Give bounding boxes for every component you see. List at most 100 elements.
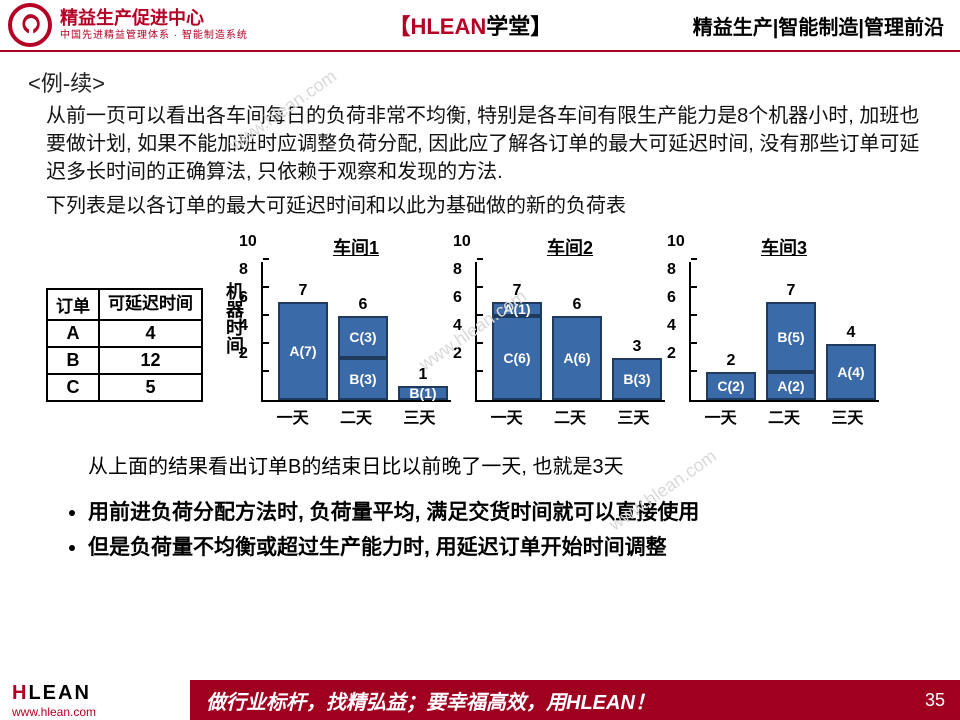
logo-block: 精益生产促进中心 中国先进精益管理体系 · 智能制造系统 — [8, 3, 248, 47]
logo-ring-icon — [8, 3, 52, 47]
header-center: 【HLEAN学堂】 — [248, 9, 693, 41]
bar-top-label: 7 — [492, 282, 542, 300]
logo-subtitle: 中国先进精益管理体系 · 智能制造系统 — [60, 30, 248, 42]
x-labels: 一天 二天 三天 — [475, 404, 665, 428]
bar-segment: A(6) — [552, 316, 602, 400]
y-tick-label: 10 — [239, 233, 257, 251]
y-tick-label: 4 — [667, 317, 676, 335]
footer-brand-h: H — [12, 682, 28, 704]
chart-plot: 2468107A(1)C(6)6A(6)3B(3) — [475, 262, 665, 402]
chart-title: 车间3 — [689, 234, 879, 260]
header-right: 精益生产|智能制造|管理前沿 — [693, 11, 952, 40]
bar-top-label: 4 — [826, 324, 876, 342]
bracket-left: 【 — [388, 14, 410, 39]
y-tick-label: 2 — [667, 345, 676, 363]
th-order: 订单 — [47, 289, 99, 320]
header: 精益生产促进中心 中国先进精益管理体系 · 智能制造系统 【HLEAN学堂】 精… — [0, 0, 960, 52]
bullet-2: 但是负荷量不均衡或超过生产能力时, 用延迟订单开始时间调整 — [88, 532, 932, 565]
x-label: 一天 — [277, 404, 309, 428]
bar-top-label: 7 — [278, 282, 328, 300]
y-tick-label: 2 — [239, 345, 248, 363]
bar-segment: A(1) — [492, 302, 542, 316]
y-tick — [263, 258, 269, 260]
footer-url: www.hlean.com — [12, 705, 190, 719]
y-tick-label: 8 — [239, 261, 248, 279]
bullet-1: 用前进负荷分配方法时, 负荷量平均, 满足交货时间就可以直接使用 — [88, 497, 932, 530]
chart-plot: 2468107A(7)6C(3)B(3)1B(1) — [261, 262, 451, 402]
logo-titles: 精益生产促进中心 中国先进精益管理体系 · 智能制造系统 — [60, 8, 248, 42]
y-tick — [691, 258, 697, 260]
chart: 车间32468102C(2)7B(5)A(2)4A(4)一天二天三天 — [689, 234, 879, 428]
y-tick-label: 6 — [453, 289, 462, 307]
y-tick-label: 8 — [667, 261, 676, 279]
y-tick-label: 8 — [453, 261, 462, 279]
result-line: 从上面的结果看出订单B的结束日比以前晚了一天, 也就是3天 — [88, 450, 932, 479]
bar-segment: A(2) — [766, 372, 816, 400]
footer: HLEAN www.hlean.com 做行业标杆，找精弘益；要幸福高效，用HL… — [0, 680, 960, 720]
x-labels: 一天 二天 三天 — [689, 404, 879, 428]
table-row: A4 — [47, 320, 202, 347]
y-tick-label: 6 — [239, 289, 248, 307]
bar-group: 1B(1) — [398, 386, 448, 400]
y-tick — [263, 286, 269, 288]
bar-segment: C(3) — [338, 316, 388, 358]
bar-top-label: 7 — [766, 282, 816, 300]
x-labels: 一天二天三天 — [261, 404, 451, 428]
bar-group: 7A(7) — [278, 302, 328, 400]
chart: 车间22468107A(1)C(6)6A(6)3B(3)一天二天三天 — [475, 234, 665, 428]
bar-group: 4A(4) — [826, 344, 876, 400]
chart: 车间12468107A(7)6C(3)B(3)1B(1)一天二天三天 — [261, 234, 451, 428]
bullet-list: 用前进负荷分配方法时, 负荷量平均, 满足交货时间就可以直接使用 但是负荷量不均… — [88, 497, 932, 564]
bar-top-label: 3 — [612, 338, 662, 356]
y-tick-label: 2 — [453, 345, 462, 363]
bar-segment: A(4) — [826, 344, 876, 400]
bar-segment: B(3) — [612, 358, 662, 400]
bar-top-label: 2 — [706, 352, 756, 370]
y-tick — [691, 286, 697, 288]
bar-top-label: 6 — [338, 296, 388, 314]
x-label: 三天 — [617, 404, 649, 428]
content: <例-续> 从前一页可以看出各车间每日的负荷非常不均衡, 特别是各车间有限生产能… — [0, 52, 960, 564]
y-tick-label: 4 — [239, 317, 248, 335]
y-tick — [263, 342, 269, 344]
bar-top-label: 6 — [552, 296, 602, 314]
charts-container: 车间12468107A(7)6C(3)B(3)1B(1)一天二天三天车间2246… — [261, 234, 879, 428]
bar-segment: C(2) — [706, 372, 756, 400]
y-tick — [477, 314, 483, 316]
y-tick-label: 4 — [453, 317, 462, 335]
bar-segment: B(3) — [338, 358, 388, 400]
delay-table: 订单 可延迟时间 A4 B12 C5 — [46, 288, 203, 402]
chart-title: 车间1 — [261, 234, 451, 260]
y-tick — [691, 314, 697, 316]
y-tick-label: 10 — [453, 233, 471, 251]
logo-title: 精益生产促进中心 — [60, 8, 248, 30]
paragraph-2: 下列表是以各订单的最大可延迟时间和以此为基础做的新的负荷表 — [46, 192, 932, 220]
x-label: 一天 — [705, 404, 737, 428]
y-tick — [263, 314, 269, 316]
y-tick-label: 10 — [667, 233, 685, 251]
footer-left: HLEAN www.hlean.com — [0, 680, 190, 720]
y-tick — [477, 342, 483, 344]
charts-row: 订单 可延迟时间 A4 B12 C5 机器时间 车间12468107A(7)6C… — [46, 234, 932, 428]
th-delay: 可延迟时间 — [99, 289, 202, 320]
y-tick — [263, 370, 269, 372]
y-tick-label: 6 — [667, 289, 676, 307]
example-label: <例-续> — [28, 66, 932, 98]
x-label: 二天 — [340, 404, 372, 428]
bar-group: 6C(3)B(3) — [338, 316, 388, 400]
table-row: C5 — [47, 374, 202, 401]
footer-bar: 做行业标杆，找精弘益；要幸福高效，用HLEAN！ — [190, 680, 910, 720]
y-tick — [477, 258, 483, 260]
x-label: 二天 — [554, 404, 586, 428]
x-label: 二天 — [768, 404, 800, 428]
y-tick — [477, 286, 483, 288]
footer-brand-rest: LEAN — [28, 682, 90, 704]
x-label: 三天 — [831, 404, 863, 428]
center-brand: HLEAN — [410, 14, 486, 39]
bar-group: 7B(5)A(2) — [766, 302, 816, 400]
footer-brand: HLEAN — [12, 682, 190, 705]
x-label: 一天 — [491, 404, 523, 428]
bar-group: 2C(2) — [706, 372, 756, 400]
footer-slogan: 做行业标杆，找精弘益；要幸福高效，用HLEAN！ — [206, 686, 655, 715]
bar-group: 7A(1)C(6) — [492, 302, 542, 400]
